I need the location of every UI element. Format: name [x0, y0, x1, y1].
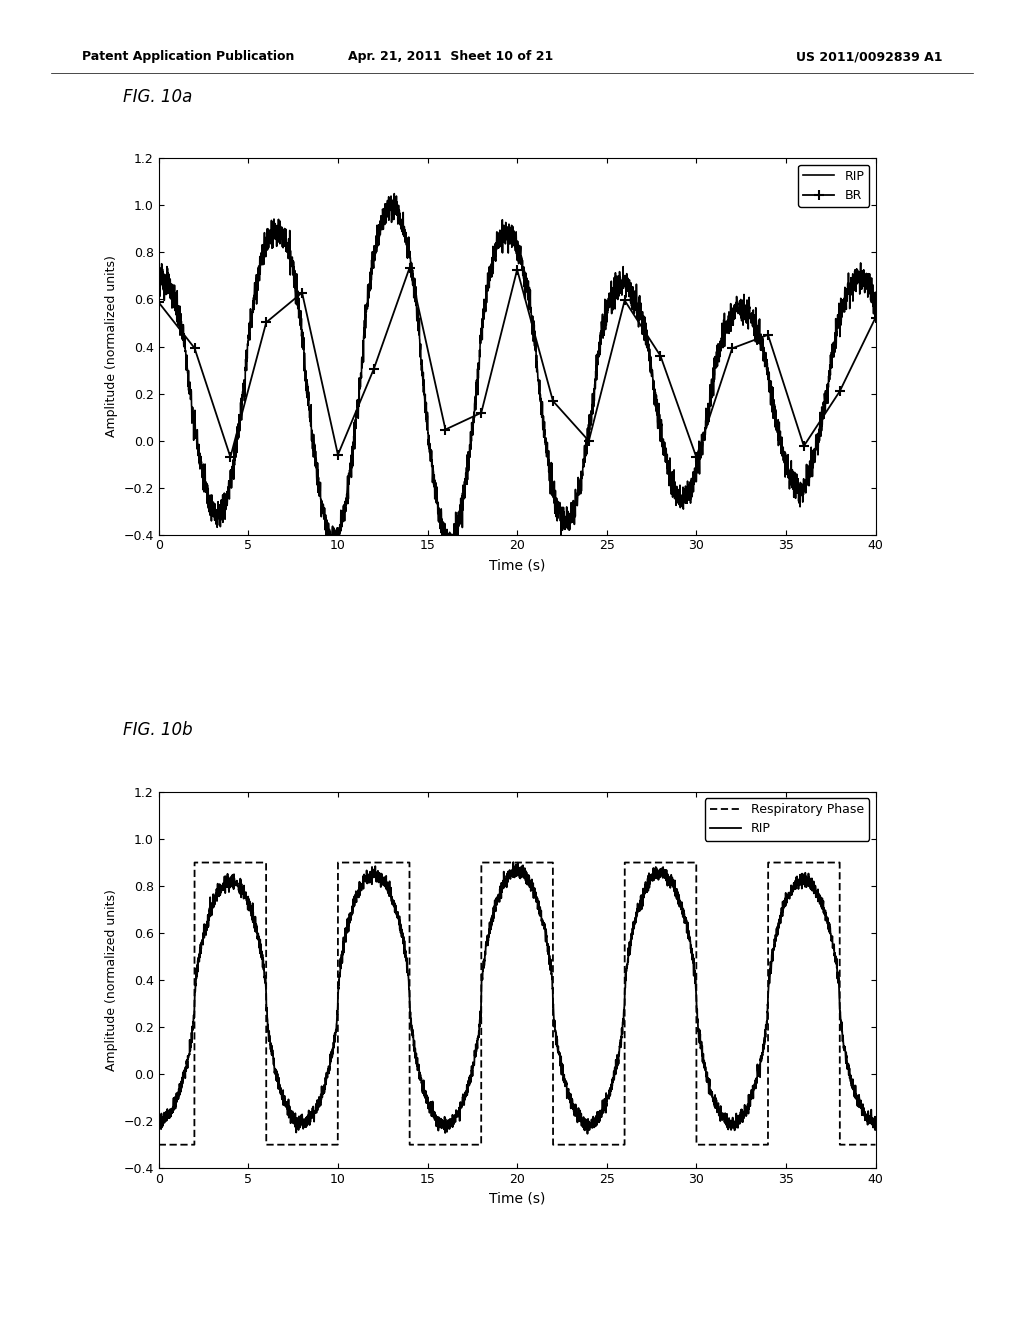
- BR: [869, 310, 882, 326]
- RIP: [674, 486, 686, 502]
- BR: [296, 285, 308, 301]
- RIP: [812, 445, 824, 461]
- RIP: [674, 896, 686, 912]
- RIP: [460, 473, 472, 488]
- Text: FIG. 10b: FIG. 10b: [123, 721, 193, 739]
- RIP: [494, 234, 506, 249]
- BR: [403, 260, 416, 276]
- RIP: [388, 186, 400, 202]
- BR: [583, 433, 595, 449]
- BR: [188, 341, 201, 356]
- Respiratory Phase: [494, 854, 506, 870]
- Respiratory Phase: [674, 854, 686, 870]
- Text: US 2011/0092839 A1: US 2011/0092839 A1: [796, 50, 942, 63]
- RIP: [507, 854, 519, 870]
- BR: [798, 438, 810, 454]
- BR: [762, 327, 774, 343]
- BR: [618, 293, 631, 309]
- Line: BR: BR: [154, 263, 881, 462]
- Text: FIG. 10a: FIG. 10a: [123, 87, 193, 106]
- BR: [726, 341, 738, 356]
- Legend: RIP, BR: RIP, BR: [798, 165, 869, 207]
- Respiratory Phase: [869, 1137, 882, 1152]
- BR: [475, 405, 487, 421]
- X-axis label: Time (s): Time (s): [488, 1192, 546, 1205]
- RIP: [848, 273, 860, 289]
- BR: [368, 362, 380, 378]
- Respiratory Phase: [153, 1137, 165, 1152]
- Respiratory Phase: [188, 854, 201, 870]
- BR: [224, 449, 237, 465]
- Y-axis label: Amplitude (normalized units): Amplitude (normalized units): [104, 256, 118, 437]
- Respiratory Phase: [460, 1137, 472, 1152]
- BR: [153, 294, 165, 310]
- BR: [332, 446, 344, 462]
- Respiratory Phase: [812, 854, 824, 870]
- RIP: [869, 300, 882, 315]
- BR: [690, 449, 702, 465]
- BR: [834, 384, 846, 400]
- Y-axis label: Amplitude (normalized units): Amplitude (normalized units): [104, 890, 118, 1071]
- RIP: [582, 1126, 594, 1142]
- RIP: [460, 1088, 472, 1104]
- Line: RIP: RIP: [159, 862, 876, 1134]
- RIP: [454, 516, 466, 532]
- Line: RIP: RIP: [159, 194, 876, 566]
- RIP: [454, 1107, 466, 1123]
- BR: [547, 393, 559, 409]
- BR: [260, 314, 272, 330]
- BR: [439, 421, 452, 437]
- Text: Apr. 21, 2011  Sheet 10 of 21: Apr. 21, 2011 Sheet 10 of 21: [348, 50, 553, 63]
- RIP: [446, 558, 459, 574]
- RIP: [153, 280, 165, 296]
- RIP: [812, 894, 824, 909]
- Respiratory Phase: [454, 1137, 466, 1152]
- RIP: [494, 890, 506, 906]
- RIP: [869, 1119, 882, 1135]
- Respiratory Phase: [848, 1137, 860, 1152]
- X-axis label: Time (s): Time (s): [488, 558, 546, 572]
- Text: Patent Application Publication: Patent Application Publication: [82, 50, 294, 63]
- Legend: Respiratory Phase, RIP: Respiratory Phase, RIP: [705, 799, 869, 841]
- RIP: [153, 1114, 165, 1130]
- RIP: [848, 1078, 860, 1094]
- Line: Respiratory Phase: Respiratory Phase: [159, 862, 876, 1144]
- BR: [654, 348, 667, 364]
- BR: [511, 261, 523, 277]
